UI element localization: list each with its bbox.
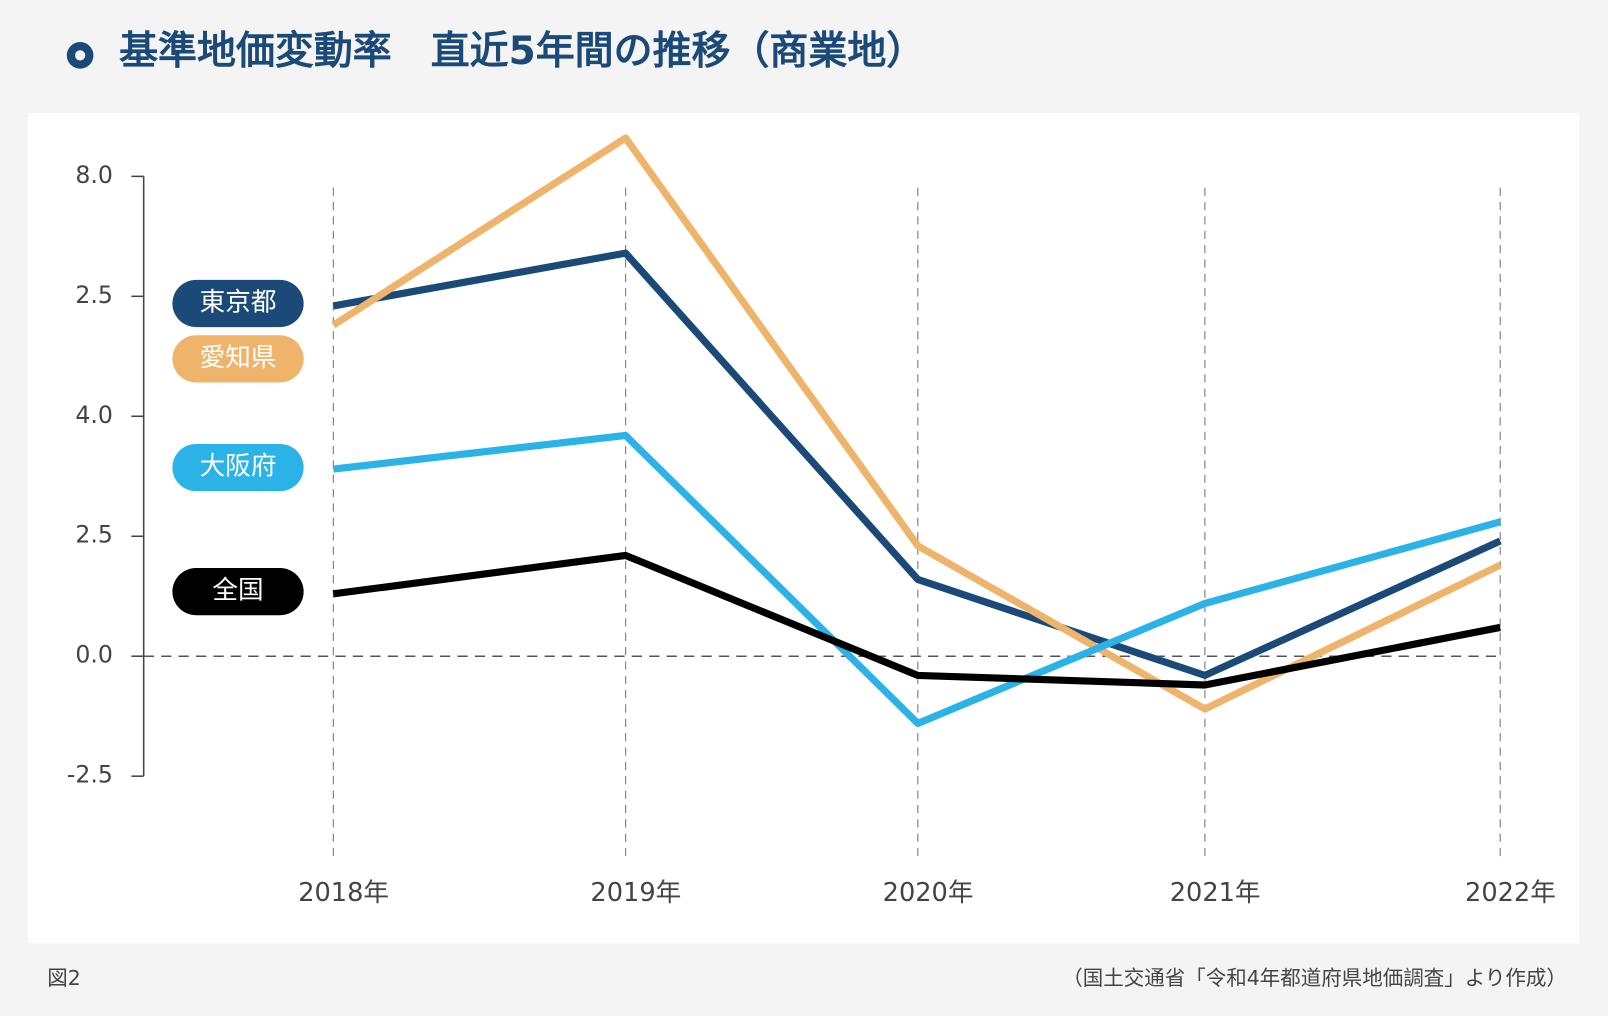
legend-label: 全国 xyxy=(212,576,263,606)
x-tick-label: 2022年 xyxy=(1465,878,1556,908)
series-line xyxy=(332,249,1502,679)
x-tick-label: 2020年 xyxy=(883,878,974,908)
title-bullet-dot xyxy=(74,50,86,61)
legend-label: 大阪府 xyxy=(200,452,277,482)
y-tick-label: -2.5 xyxy=(67,761,113,789)
x-tick-label: 2021年 xyxy=(1170,878,1261,908)
legend-pill xyxy=(172,279,304,328)
chart-title: 基準地価変動率 直近5年間の推移（商業地） xyxy=(119,29,925,74)
y-tick-label: 4.0 xyxy=(75,401,113,429)
legend-label: 東京都 xyxy=(200,287,277,317)
legend-pill xyxy=(172,335,304,383)
legend-pill xyxy=(172,568,304,616)
series-line xyxy=(332,431,1502,727)
source-note: （国土交通省「令和4年都道府県地価調査」より作成） xyxy=(1062,966,1567,990)
legend-label: 愛知県 xyxy=(200,343,277,373)
series-line xyxy=(331,134,1502,713)
y-tick-label: 2.5 xyxy=(75,521,113,549)
x-tick-label: 2018年 xyxy=(298,878,389,908)
x-tick-label: 2019年 xyxy=(590,878,681,908)
figure-label: 図2 xyxy=(47,966,81,990)
y-tick-label: 8.0 xyxy=(75,161,113,189)
legend-pill xyxy=(172,443,304,492)
y-tick-label: 2.5 xyxy=(75,281,113,309)
y-tick-label: 0.0 xyxy=(75,641,113,669)
series-line xyxy=(332,551,1501,689)
plot-panel xyxy=(27,112,1580,944)
